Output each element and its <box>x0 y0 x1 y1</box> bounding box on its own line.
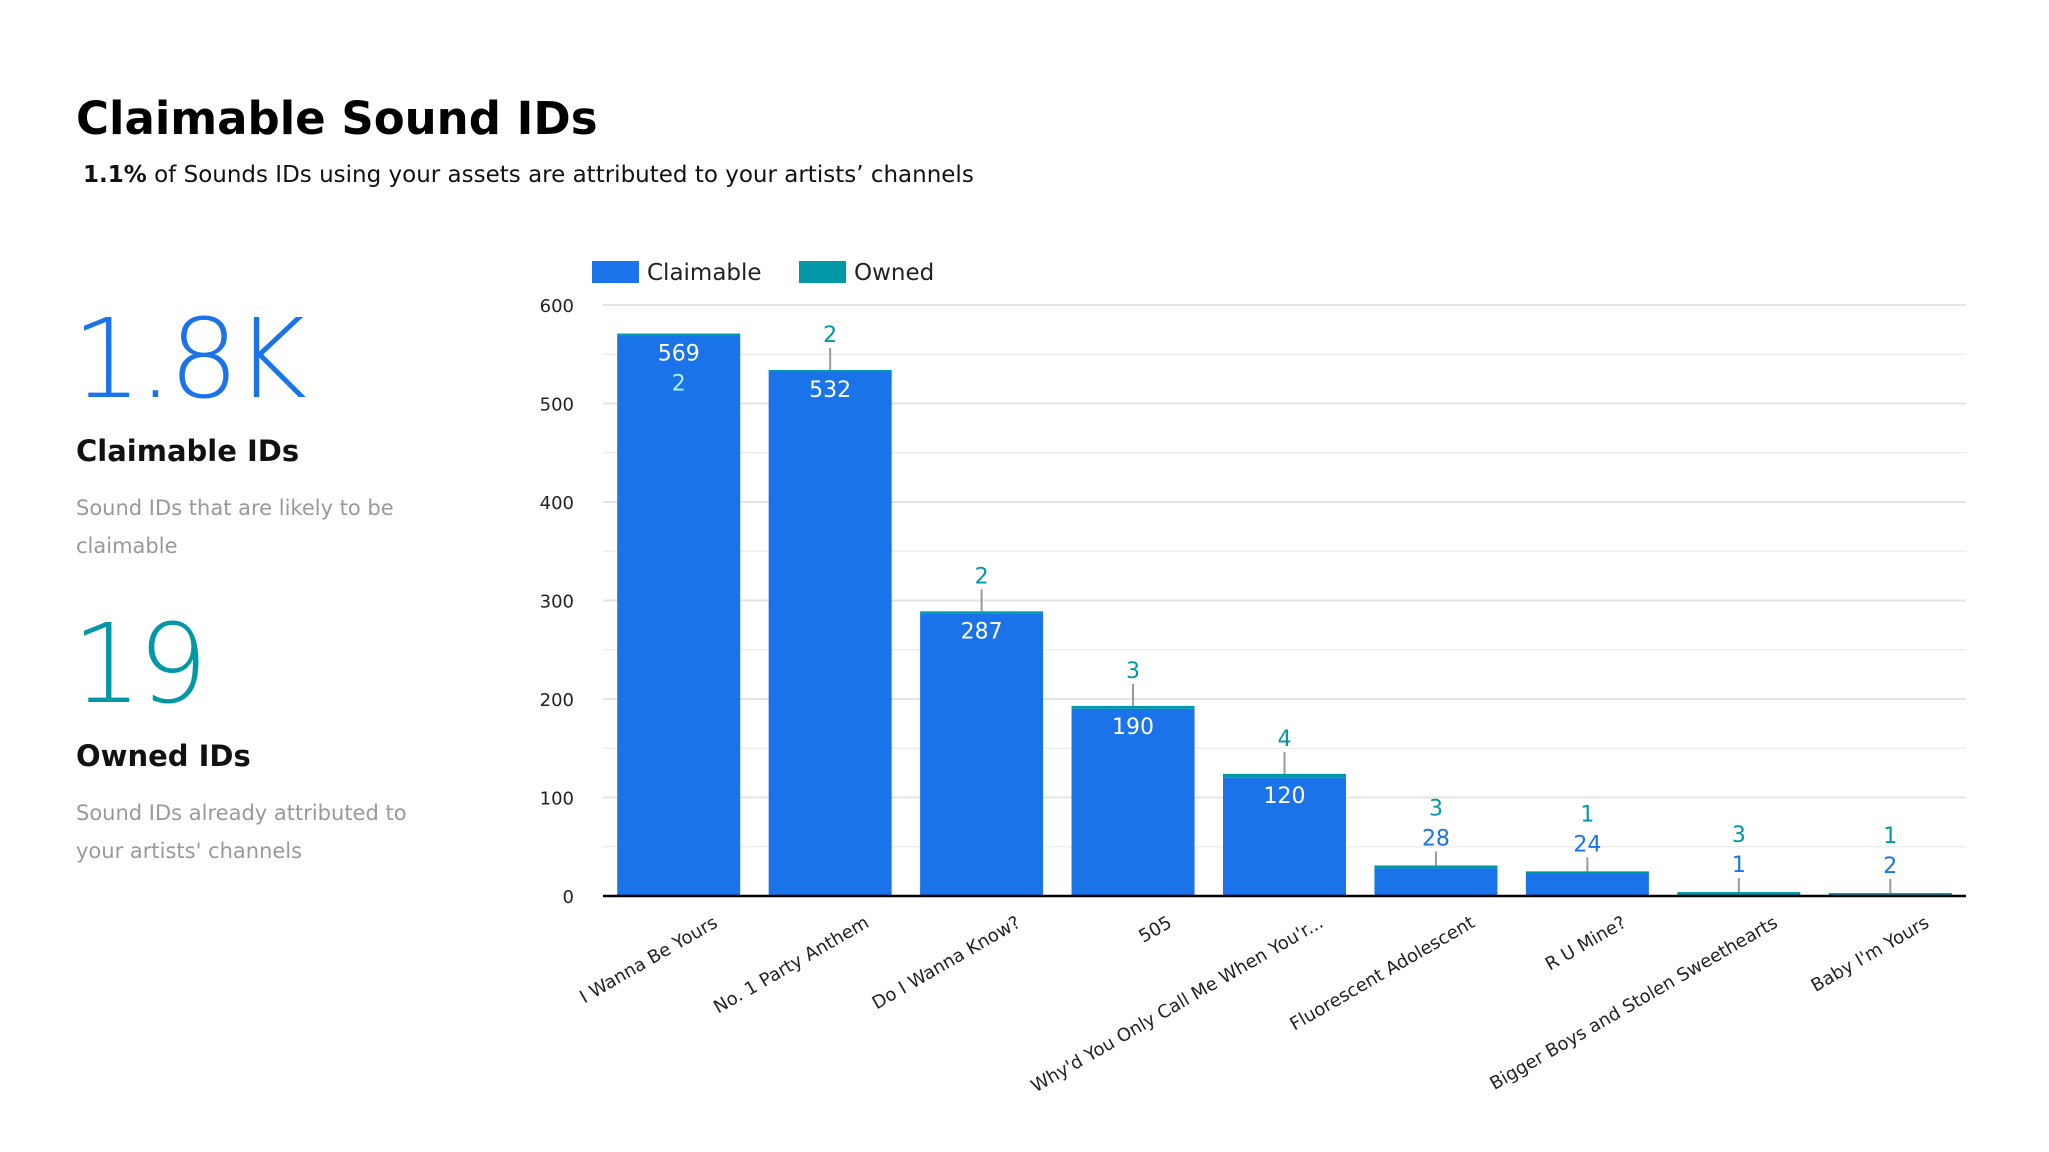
owned-data-label: 3 <box>1732 823 1746 848</box>
page-subtitle: 1.1% of Sounds IDs using your assets are… <box>83 162 974 188</box>
legend-label-owned: Owned <box>854 260 934 286</box>
owned-data-label: 3 <box>1126 659 1140 684</box>
bar-claimable <box>920 613 1044 896</box>
owned-data-label: 2 <box>672 372 686 397</box>
y-tick-label: 200 <box>540 690 574 711</box>
owned-description: Sound IDs already attributed to your art… <box>76 801 407 863</box>
owned-data-label: 1 <box>1883 824 1897 849</box>
legend-swatch-owned <box>799 261 846 283</box>
claimable-data-label: 287 <box>961 619 1003 644</box>
page-title: Claimable Sound IDs <box>76 92 598 145</box>
owned-data-label: 1 <box>1580 802 1594 827</box>
owned-data-label: 2 <box>975 564 989 589</box>
bar-owned <box>1071 705 1195 709</box>
y-tick-label: 600 <box>540 296 574 317</box>
legend-swatch-claimable <box>592 261 639 283</box>
y-tick-label: 400 <box>540 493 574 514</box>
x-tick-label: Do I Wanna Know? <box>869 912 1024 1014</box>
bar-claimable <box>1374 868 1498 896</box>
bar-claimable <box>1525 872 1649 896</box>
y-tick-label: 500 <box>540 395 574 416</box>
legend-label-claimable: Claimable <box>647 260 762 286</box>
x-tick-label: I Wanna Be Yours <box>576 912 721 1008</box>
x-tick-label: 505 <box>1135 912 1175 947</box>
bar-claimable <box>768 371 892 897</box>
x-tick-label: Why'd You Only Call Me When You'r... <box>1028 912 1327 1097</box>
bar-owned <box>1525 871 1649 874</box>
owned-data-label: 4 <box>1278 727 1292 752</box>
x-tick-label: No. 1 Party Anthem <box>710 912 872 1018</box>
owned-data-label: 2 <box>823 323 837 348</box>
claimable-label: Claimable IDs <box>76 434 300 468</box>
x-tick-label: R U Mine? <box>1542 912 1630 975</box>
subtitle-percentage: 1.1% <box>83 162 147 188</box>
claimable-data-label: 190 <box>1112 715 1154 740</box>
subtitle-text: of Sounds IDs using your assets are attr… <box>146 162 974 188</box>
owned-label: Owned IDs <box>76 739 251 773</box>
claimable-data-label: 532 <box>809 378 851 403</box>
owned-count: 19 <box>72 600 208 728</box>
claimable-count: 1.8K <box>72 295 307 423</box>
claimable-data-label: 2 <box>1883 854 1897 879</box>
claimable-data-label: 24 <box>1573 832 1601 857</box>
bar-claimable <box>1223 777 1346 896</box>
bar-owned <box>1223 773 1346 778</box>
claimable-data-label: 569 <box>658 342 700 367</box>
bar-owned <box>1374 865 1498 869</box>
owned-data-label: 3 <box>1429 796 1443 821</box>
x-tick-label: Bigger Boys and Stolen Sweethearts <box>1486 912 1781 1094</box>
bar-claimable <box>1071 708 1195 896</box>
claimable-data-label: 28 <box>1422 826 1450 851</box>
bar-owned <box>768 370 892 373</box>
claimable-description: Sound IDs that are likely to be claimabl… <box>76 496 394 558</box>
x-tick-label: Baby I'm Yours <box>1808 912 1933 996</box>
y-tick-label: 0 <box>563 887 574 908</box>
claimable-data-label: 120 <box>1264 784 1306 809</box>
y-tick-label: 300 <box>540 592 574 613</box>
bar-owned <box>1677 892 1801 896</box>
bar-owned <box>617 333 741 336</box>
bar-claimable <box>617 335 741 896</box>
bar-owned <box>920 611 1044 614</box>
y-tick-label: 100 <box>540 789 574 810</box>
bar-owned <box>1828 893 1952 896</box>
claimable-data-label: 1 <box>1732 853 1746 878</box>
